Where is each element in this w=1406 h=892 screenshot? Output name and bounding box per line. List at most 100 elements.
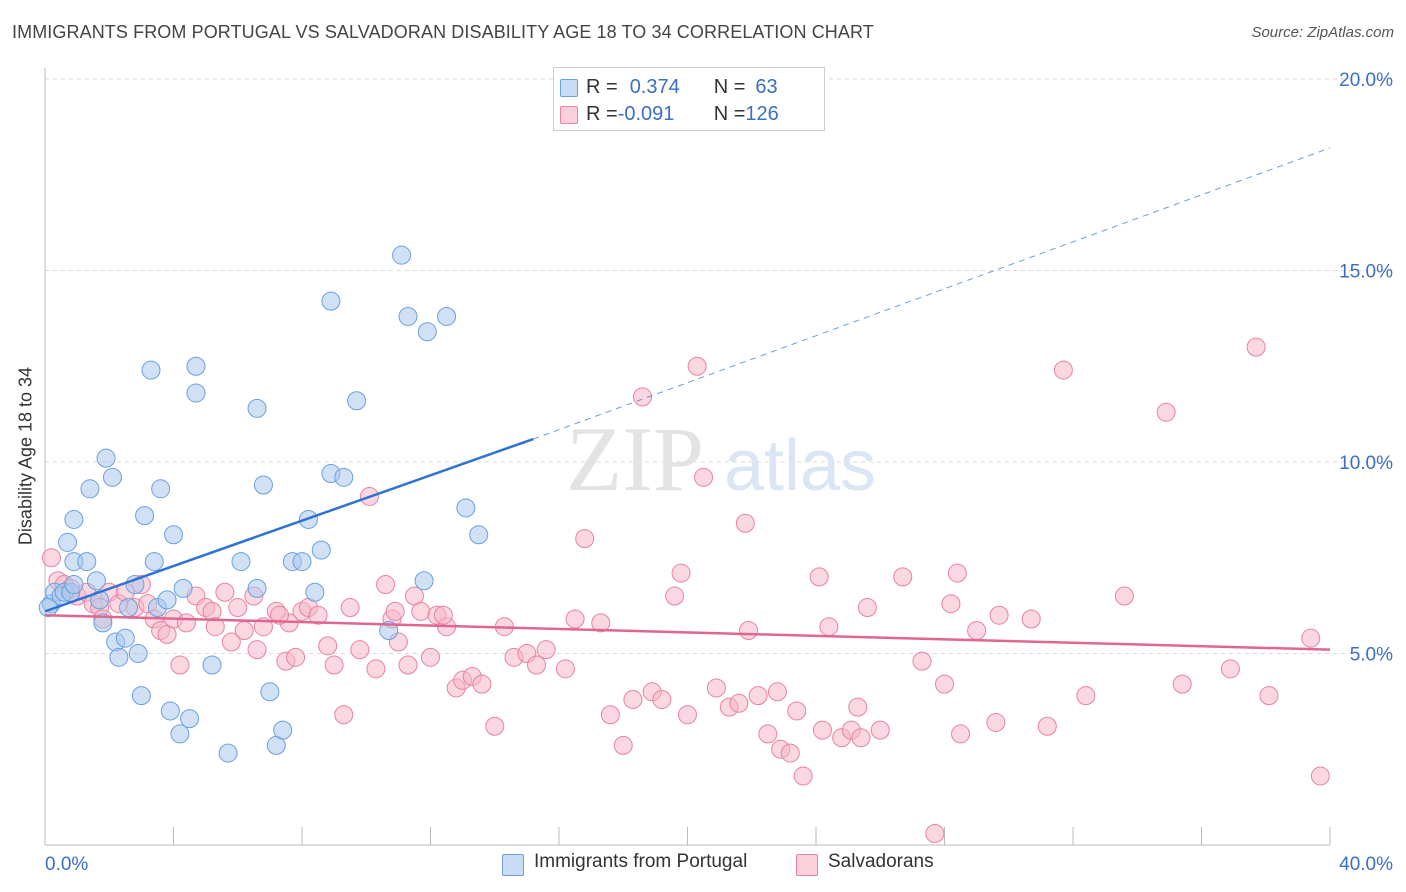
data-point-portugal <box>102 467 122 487</box>
trend-lines <box>44 147 1331 651</box>
data-point-salvadorans <box>912 651 932 671</box>
data-point-portugal <box>109 647 129 667</box>
data-point-portugal <box>86 571 106 591</box>
legend-r-value: -0.091 <box>617 102 675 125</box>
data-point-salvadorans <box>308 605 328 625</box>
data-point-portugal <box>321 291 341 311</box>
data-point-portugal <box>64 575 84 595</box>
data-point-salvadorans <box>694 467 714 487</box>
data-point-salvadorans <box>205 617 225 637</box>
data-point-salvadorans <box>600 705 620 725</box>
legend-row-salvadorans: R = -0.091 N = 126 <box>560 101 779 127</box>
data-point-salvadorans <box>729 693 749 713</box>
data-point-portugal <box>141 360 161 380</box>
data-point-salvadorans <box>739 621 759 641</box>
data-point-portugal <box>93 613 113 633</box>
data-point-salvadorans <box>633 387 653 407</box>
x-tick-label: 40.0% <box>1339 854 1393 875</box>
data-point-salvadorans <box>228 598 248 618</box>
data-point-salvadorans <box>623 689 643 709</box>
legend-r-value: 0.374 <box>629 75 680 98</box>
data-point-salvadorans <box>234 621 254 641</box>
data-point-salvadorans <box>767 682 787 702</box>
data-point-salvadorans <box>41 548 61 568</box>
legend-swatch-portugal <box>560 79 578 97</box>
data-point-portugal <box>151 479 171 499</box>
legend-swatch-salvadorans <box>560 106 578 124</box>
data-point-salvadorans <box>665 586 685 606</box>
source-label: Source: ZipAtlas.com <box>1251 24 1394 41</box>
data-point-salvadorans <box>989 605 1009 625</box>
data-point-portugal <box>398 306 418 326</box>
data-point-portugal <box>157 590 177 610</box>
data-point-portugal <box>64 509 84 529</box>
data-point-salvadorans <box>706 678 726 698</box>
data-point-portugal <box>347 391 367 411</box>
data-point-salvadorans <box>170 655 190 675</box>
bottom-legend-swatch-portugal <box>502 854 524 876</box>
data-point-salvadorans <box>851 728 871 748</box>
watermark-zip: ZIP <box>566 408 704 510</box>
data-point-salvadorans <box>925 824 945 844</box>
data-point-portugal <box>160 701 180 721</box>
data-point-portugal <box>119 598 139 618</box>
data-point-portugal <box>311 540 331 560</box>
data-point-salvadorans <box>1053 360 1073 380</box>
data-point-salvadorans <box>986 712 1006 732</box>
data-point-portugal <box>273 720 293 740</box>
bottom-legend-swatch-salvadorans <box>796 854 818 876</box>
y-tick-label: 10.0% <box>1339 453 1393 474</box>
data-point-salvadorans <box>819 617 839 637</box>
legend-n-value: 126 <box>745 102 779 125</box>
data-point-portugal <box>231 552 251 572</box>
data-point-portugal <box>170 724 190 744</box>
data-point-salvadorans <box>215 582 235 602</box>
data-point-salvadorans <box>318 636 338 656</box>
data-point-portugal <box>57 532 77 552</box>
data-point-salvadorans <box>812 720 832 740</box>
data-point-salvadorans <box>527 655 547 675</box>
data-point-salvadorans <box>591 613 611 633</box>
data-point-salvadorans <box>286 647 306 667</box>
data-point-portugal <box>334 467 354 487</box>
data-point-portugal <box>80 479 100 499</box>
data-point-portugal <box>437 306 457 326</box>
data-point-portugal <box>77 552 97 572</box>
data-point-salvadorans <box>485 716 505 736</box>
data-point-salvadorans <box>221 632 241 652</box>
data-point-salvadorans <box>1172 674 1192 694</box>
data-point-salvadorans <box>536 640 556 660</box>
data-point-salvadorans <box>793 766 813 786</box>
tick-labels: 5.0% 10.0% 15.0% 20.0% 0.0% 40.0% <box>45 70 1393 875</box>
data-point-salvadorans <box>893 567 913 587</box>
data-point-salvadorans <box>857 598 877 618</box>
bottom-legend-salvadorans: Salvadorans <box>828 851 934 872</box>
data-point-salvadorans <box>748 686 768 706</box>
data-point-salvadorans <box>613 735 633 755</box>
data-point-salvadorans <box>787 701 807 721</box>
data-point-salvadorans <box>1156 402 1176 422</box>
data-point-salvadorans <box>1037 716 1057 736</box>
data-point-portugal <box>186 356 206 376</box>
axes <box>44 68 1331 846</box>
data-point-salvadorans <box>967 621 987 641</box>
data-point-salvadorans <box>366 659 386 679</box>
data-point-portugal <box>456 498 476 518</box>
data-point-portugal <box>414 571 434 591</box>
data-point-salvadorans <box>1246 337 1266 357</box>
data-point-salvadorans <box>433 605 453 625</box>
data-point-salvadorans <box>340 598 360 618</box>
data-point-portugal <box>247 398 267 418</box>
data-point-portugal <box>253 475 273 495</box>
data-point-portugal <box>260 682 280 702</box>
data-point-portugal <box>218 743 238 763</box>
data-point-portugal <box>96 448 116 468</box>
data-point-salvadorans <box>1301 628 1321 648</box>
data-point-portugal <box>180 709 200 729</box>
data-point-portugal <box>186 383 206 403</box>
data-point-salvadorans <box>1021 609 1041 629</box>
data-point-salvadorans <box>176 613 196 633</box>
data-point-salvadorans <box>652 689 672 709</box>
trend-line-salvadorans <box>44 613 1331 651</box>
trend-line-portugal-extension <box>533 147 1331 440</box>
